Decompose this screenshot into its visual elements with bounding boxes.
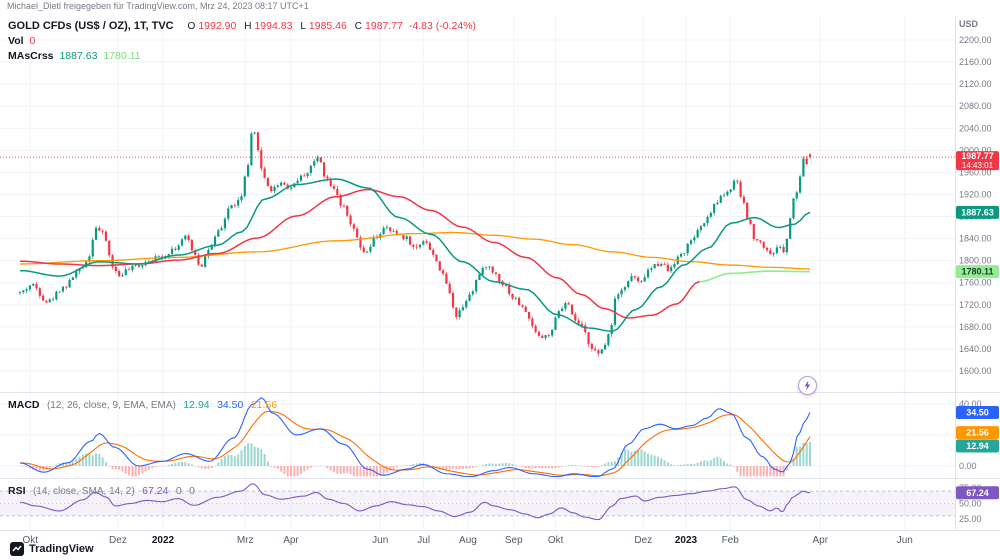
svg-text:1840.00: 1840.00 bbox=[959, 234, 992, 244]
price-pane-legend: GOLD CFDs (US$ / OZ), 1T, TVC O 1992.90 H… bbox=[8, 19, 476, 64]
open-label: O bbox=[187, 21, 196, 32]
svg-text:1760.00: 1760.00 bbox=[959, 278, 992, 288]
svg-text:2022: 2022 bbox=[152, 535, 175, 546]
rsi-extra-value-2: 0 bbox=[189, 485, 196, 497]
svg-text:14:43:01: 14:43:01 bbox=[962, 161, 994, 170]
svg-text:50.00: 50.00 bbox=[959, 499, 982, 509]
mascrss-row: MAsCrss 1887.63 1780.11 bbox=[8, 49, 476, 64]
svg-text:40.00: 40.00 bbox=[959, 399, 982, 409]
svg-text:1887.63: 1887.63 bbox=[961, 207, 994, 217]
svg-text:Okt: Okt bbox=[22, 535, 38, 546]
svg-text:67.24: 67.24 bbox=[966, 488, 989, 498]
macd-line-value: 34.50 bbox=[217, 399, 244, 411]
svg-text:1920.00: 1920.00 bbox=[959, 189, 992, 199]
tradingview-logo-icon bbox=[10, 542, 24, 556]
volume-value: 0 bbox=[29, 35, 36, 47]
low-value: 1985.46 bbox=[308, 20, 347, 32]
rsi-legend: RSI (14, close, SMA, 14, 2) 67.24 0 0 bbox=[8, 481, 195, 499]
rsi-value: 67.24 bbox=[142, 485, 169, 497]
attribution-bar: Michael_Dietl freigegeben für TradingVie… bbox=[7, 1, 309, 11]
svg-text:2200.00: 2200.00 bbox=[959, 35, 992, 45]
high-label: H bbox=[244, 21, 252, 32]
svg-text:1800.00: 1800.00 bbox=[959, 256, 992, 266]
svg-text:Dez: Dez bbox=[109, 535, 127, 546]
svg-text:2120.00: 2120.00 bbox=[959, 79, 992, 89]
change-value: -4.83 (-0.24%) bbox=[408, 20, 477, 32]
rsi-extra-value-1: 0 bbox=[175, 485, 182, 497]
symbol-title[interactable]: GOLD CFDs (US$ / OZ), 1T, TVC bbox=[8, 20, 174, 32]
svg-text:2000.00: 2000.00 bbox=[959, 145, 992, 155]
attribution-text: Michael_Dietl freigegeben für TradingVie… bbox=[7, 1, 309, 11]
svg-text:2040.00: 2040.00 bbox=[959, 123, 992, 133]
svg-text:12.94: 12.94 bbox=[966, 441, 989, 451]
mascrss-slow-value: 1780.11 bbox=[103, 50, 141, 62]
svg-text:2023: 2023 bbox=[675, 535, 698, 546]
svg-text:Sep: Sep bbox=[505, 535, 523, 546]
svg-text:Aug: Aug bbox=[459, 535, 477, 546]
high-value: 1994.83 bbox=[254, 20, 293, 32]
svg-text:34.50: 34.50 bbox=[966, 408, 989, 418]
rsi-params: (14, close, SMA, 14, 2) bbox=[32, 486, 135, 497]
macd-hist-value: 12.94 bbox=[183, 399, 210, 411]
rsi-title[interactable]: RSI bbox=[8, 485, 26, 497]
mascrss-label[interactable]: MAsCrss bbox=[8, 50, 54, 62]
go-to-realtime-button[interactable] bbox=[798, 376, 817, 395]
svg-text:Apr: Apr bbox=[812, 535, 828, 546]
svg-text:1960.00: 1960.00 bbox=[959, 167, 992, 177]
svg-text:Okt: Okt bbox=[548, 535, 564, 546]
macd-title[interactable]: MACD bbox=[8, 399, 40, 411]
svg-text:0.00: 0.00 bbox=[959, 461, 977, 471]
svg-text:Apr: Apr bbox=[283, 535, 299, 546]
macd-legend: MACD (12, 26, close, 9, EMA, EMA) 12.94 … bbox=[8, 395, 277, 413]
tradingview-logo-text: TradingView bbox=[29, 543, 94, 555]
svg-text:Jul: Jul bbox=[417, 535, 430, 546]
mascrss-fast-value: 1887.63 bbox=[59, 50, 98, 62]
svg-text:Feb: Feb bbox=[722, 535, 740, 546]
volume-row: Vol 0 bbox=[8, 34, 476, 49]
svg-text:1600.00: 1600.00 bbox=[959, 366, 992, 376]
lightning-icon bbox=[804, 380, 811, 391]
svg-text:1680.00: 1680.00 bbox=[959, 322, 992, 332]
svg-text:1780.11: 1780.11 bbox=[961, 267, 993, 277]
svg-text:Jun: Jun bbox=[897, 535, 913, 546]
svg-text:Jun: Jun bbox=[372, 535, 388, 546]
svg-text:1720.00: 1720.00 bbox=[959, 300, 992, 310]
svg-text:21.56: 21.56 bbox=[966, 428, 989, 438]
macd-params: (12, 26, close, 9, EMA, EMA) bbox=[46, 400, 176, 411]
volume-label[interactable]: Vol bbox=[8, 35, 24, 47]
svg-text:2160.00: 2160.00 bbox=[959, 57, 992, 67]
tradingview-logo[interactable]: TradingView bbox=[10, 542, 94, 556]
svg-text:1987.77: 1987.77 bbox=[961, 151, 994, 161]
svg-text:2080.00: 2080.00 bbox=[959, 101, 992, 111]
svg-text:1640.00: 1640.00 bbox=[959, 344, 992, 354]
macd-signal-value: 21.56 bbox=[250, 399, 278, 411]
symbol-ohlc-row: GOLD CFDs (US$ / OZ), 1T, TVC O 1992.90 H… bbox=[8, 19, 476, 34]
svg-text:25.00: 25.00 bbox=[959, 514, 982, 524]
svg-text:Mrz: Mrz bbox=[237, 535, 254, 546]
svg-text:Dez: Dez bbox=[634, 535, 652, 546]
close-label: C bbox=[354, 21, 363, 32]
close-value: 1987.77 bbox=[365, 20, 403, 32]
low-label: L bbox=[300, 21, 306, 32]
svg-text:USD: USD bbox=[959, 19, 979, 29]
open-value: 1992.90 bbox=[198, 20, 237, 32]
